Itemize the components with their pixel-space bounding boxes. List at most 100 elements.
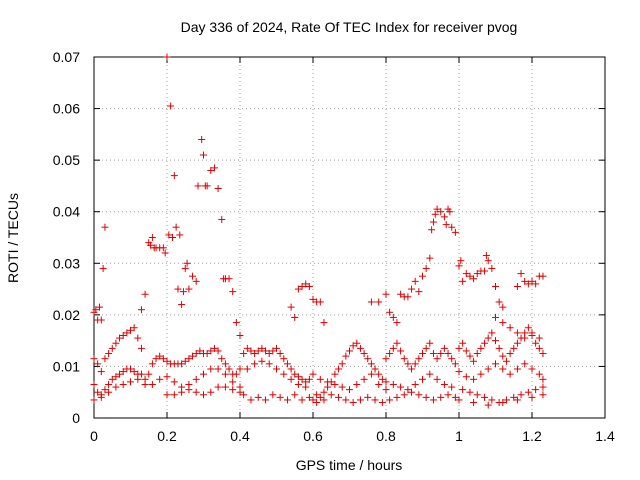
data-point [176, 231, 184, 239]
data-point [408, 388, 416, 396]
data-point [455, 396, 463, 404]
data-point [502, 396, 510, 404]
data-point [179, 288, 187, 296]
data-point [313, 399, 321, 407]
data-point [305, 393, 313, 401]
data-point [513, 329, 521, 337]
data-point [378, 375, 386, 383]
data-point [262, 396, 270, 404]
data-point [481, 267, 489, 275]
data-point [283, 360, 291, 368]
x-axis-label: GPS time / hours [296, 457, 403, 473]
data-point [342, 352, 350, 360]
data-point [309, 295, 317, 303]
data-point [163, 357, 171, 365]
data-point [302, 383, 310, 391]
data-point [130, 324, 138, 332]
data-point [280, 370, 288, 378]
data-point [356, 344, 364, 352]
data-point [481, 393, 489, 401]
data-point [353, 380, 361, 388]
data-point [364, 355, 372, 363]
data-point [367, 298, 375, 306]
data-point [459, 386, 467, 394]
data-point [305, 282, 313, 290]
data-point [316, 375, 324, 383]
data-point [309, 370, 317, 378]
data-point [232, 319, 240, 327]
data-point [172, 223, 180, 231]
data-point [95, 303, 103, 311]
data-point [141, 290, 149, 298]
data-point [156, 375, 164, 383]
data-point [375, 380, 383, 388]
data-point [105, 380, 113, 388]
data-point [324, 378, 332, 386]
data-point [389, 313, 397, 321]
data-point [189, 272, 197, 280]
data-point [426, 254, 434, 262]
data-point [393, 319, 401, 327]
data-point [276, 393, 284, 401]
plot-frame [93, 56, 606, 419]
data-point [433, 375, 441, 383]
data-point [97, 368, 105, 376]
data-point [393, 339, 401, 347]
data-point [411, 277, 419, 285]
data-point [225, 365, 233, 373]
data-point [90, 380, 98, 388]
data-point [367, 360, 375, 368]
data-point [183, 259, 191, 267]
data-point [517, 391, 525, 399]
data-point [521, 334, 529, 342]
data-point [269, 347, 277, 355]
data-point [178, 301, 186, 309]
data-point [168, 234, 176, 241]
data-point [466, 352, 474, 360]
data-point [535, 370, 543, 378]
data-point [433, 205, 441, 213]
data-point [539, 272, 547, 280]
data-point [426, 339, 434, 347]
data-point [371, 365, 379, 373]
data-point [482, 252, 490, 260]
data-point [459, 339, 467, 347]
data-point [429, 218, 437, 226]
data-point [499, 365, 507, 373]
data-point [466, 272, 474, 280]
data-point [499, 352, 507, 360]
data-point [499, 319, 507, 327]
data-point [210, 344, 218, 352]
data-point [240, 391, 248, 399]
data-point [251, 360, 259, 368]
data-point [159, 355, 167, 363]
data-point [466, 388, 474, 396]
data-point [291, 313, 299, 321]
data-point [210, 164, 218, 172]
data-point [422, 393, 430, 401]
data-point [294, 373, 302, 381]
data-point [506, 350, 514, 358]
data-point [400, 391, 408, 399]
data-point [382, 290, 390, 298]
data-point [397, 383, 405, 391]
data-point [349, 399, 357, 407]
data-point [448, 383, 456, 391]
data-point [163, 53, 171, 61]
data-point [411, 360, 419, 368]
data-point [422, 264, 430, 272]
data-point [437, 208, 445, 216]
data-point [488, 396, 496, 404]
data-point [298, 396, 306, 404]
data-point [375, 370, 383, 378]
data-point [221, 360, 229, 368]
y-tick-label: 0.04 [53, 204, 80, 220]
data-point [437, 393, 445, 401]
y-tick-label: 0 [72, 410, 80, 426]
data-point [90, 396, 98, 404]
data-point [349, 342, 357, 350]
data-point [320, 388, 328, 396]
data-point [99, 264, 107, 272]
data-point [470, 357, 478, 365]
data-point [404, 293, 412, 301]
